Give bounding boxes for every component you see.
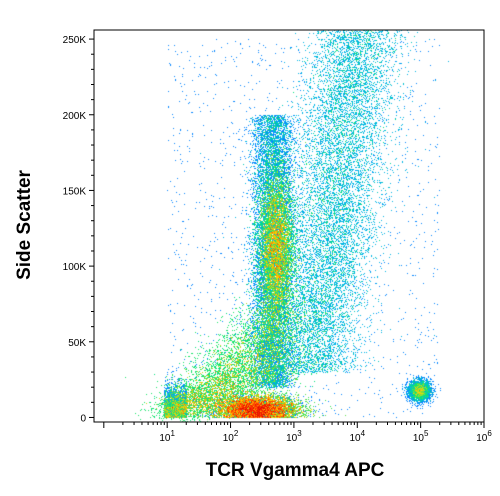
y-axis: 0 50K 100K 150K 200K 250K (63, 35, 94, 424)
y-axis-title: Side Scatter (14, 169, 35, 279)
plot-frame (93, 29, 485, 423)
y-tick-label: 50K (68, 338, 86, 349)
x-tick-label: 104 (349, 429, 365, 444)
x-axis-title: TCR Vgamma4 APC (206, 460, 385, 481)
x-tick-label: 102 (223, 429, 239, 444)
x-tick-label: 106 (476, 429, 492, 444)
x-tick-label: 105 (413, 429, 429, 444)
x-axis: 101 102 103 104 105 106 (103, 422, 492, 444)
y-tick-label: 0 (80, 413, 86, 424)
y-tick-label: 100K (63, 262, 87, 273)
y-tick-label: 150K (63, 186, 87, 197)
x-tick-label: 103 (286, 429, 302, 444)
x-tick-label: 101 (159, 429, 175, 444)
event-density-heatmap (94, 30, 484, 422)
y-tick-label: 200K (63, 111, 87, 122)
event-dots (94, 30, 484, 422)
y-tick-label: 250K (63, 35, 87, 46)
